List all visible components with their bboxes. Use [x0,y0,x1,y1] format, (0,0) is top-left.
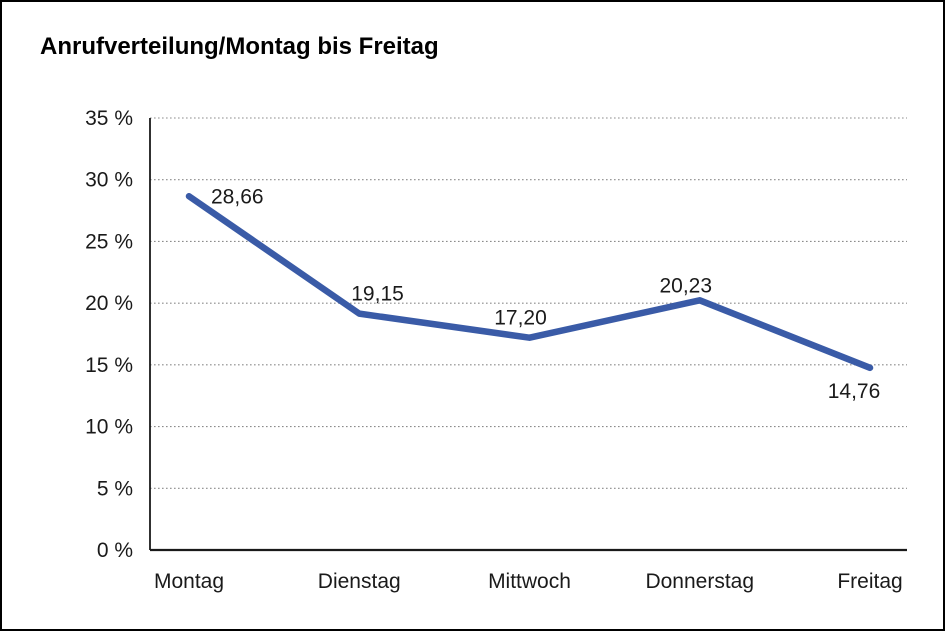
data-line [185,193,874,372]
x-category-label: Donnerstag [645,570,754,593]
chart-title: Anrufverteilung/Montag bis Freitag [40,33,439,60]
y-tick-label: 15 % [85,354,133,377]
y-tick-label: 0 % [97,539,133,562]
x-category-label: Mittwoch [488,570,571,593]
data-point-label: 19,15 [351,283,404,306]
y-tick-label: 20 % [85,292,133,315]
x-category-label: Freitag [837,570,902,593]
data-point-label: 20,23 [659,274,712,297]
x-category-label: Montag [154,570,224,593]
data-point-label: 14,76 [828,380,881,403]
y-tick-label: 35 % [85,107,133,130]
data-point-label: 28,66 [211,185,264,208]
y-tick-label: 5 % [97,477,133,500]
x-category-label: Dienstag [318,570,401,593]
data-point-label: 17,20 [494,307,547,330]
y-tick-label: 30 % [85,169,133,192]
y-tick-label: 10 % [85,416,133,439]
y-tick-label: 25 % [85,230,133,253]
